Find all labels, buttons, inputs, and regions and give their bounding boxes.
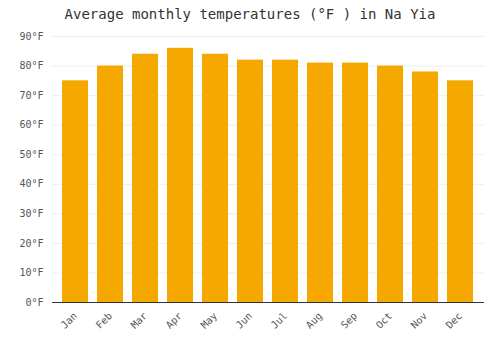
svg-text:Dec: Dec [444,310,465,331]
svg-text:30°F: 30°F [19,208,43,219]
svg-text:Nov: Nov [409,310,430,331]
svg-text:May: May [199,310,220,331]
svg-text:Aug: Aug [304,310,325,331]
html-text:Average monthly temperatures (: Average monthly temperatures (°F ) in Na… [64,6,436,22]
svg-text:Mar: Mar [129,310,150,331]
svg-text:20°F: 20°F [19,238,43,249]
svg-text:Jun: Jun [234,310,255,331]
svg-text:60°F: 60°F [19,119,43,130]
svg-text:90°F: 90°F [19,31,43,42]
svg-text:40°F: 40°F [19,178,43,189]
svg-text:Feb: Feb [94,310,115,331]
svg-text:50°F: 50°F [19,149,43,160]
svg-text:70°F: 70°F [19,90,43,101]
svg-text:Sep: Sep [339,310,360,331]
svg-text:Jul: Jul [269,310,290,331]
svg-text:Jan: Jan [59,310,80,331]
svg-text:80°F: 80°F [19,60,43,71]
svg-text:Oct: Oct [374,310,395,331]
svg-text:10°F: 10°F [19,267,43,278]
svg-text:0°F: 0°F [25,297,43,308]
svg-text:Apr: Apr [164,310,185,331]
